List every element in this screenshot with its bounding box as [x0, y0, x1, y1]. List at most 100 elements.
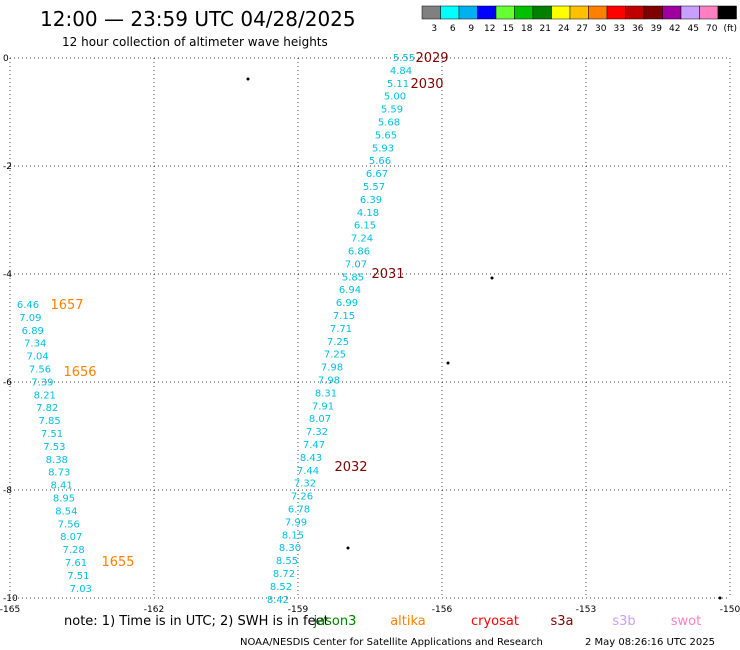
swh-data-label: 7.25: [327, 337, 349, 348]
swh-data-label: 7.51: [67, 571, 89, 582]
swh-data-label: 5.57: [363, 182, 385, 193]
swh-data-label: 6.15: [354, 221, 376, 232]
swh-data-label: 7.47: [303, 440, 325, 451]
time-label: 2031: [371, 267, 404, 282]
island-marker: [246, 77, 250, 81]
colorbar: 3 6 9 12 15 18 21 24 27 30 33 36 39 42 45 70 (ft): [421, 5, 737, 34]
plot-area: -165 -162 -159 -156 -153 -150 0 -2 -4 -6 -8 -10 5.55…: [0, 51, 740, 615]
colorbar-swatch: [717, 5, 737, 20]
swh-data-label: 6.46: [17, 300, 39, 311]
swh-data-label: 5.00: [384, 92, 406, 103]
colorbar-label: 45: [688, 24, 699, 34]
island-marker: [490, 276, 494, 280]
swh-data-label: 7.71: [330, 324, 352, 335]
swh-data-label: 7.32: [306, 427, 328, 438]
colorbar-swatch: [625, 5, 645, 20]
swh-data-label: 7.09: [19, 313, 41, 324]
time-label: 1656: [63, 365, 96, 380]
colorbar-label: 42: [669, 24, 680, 34]
colorbar-swatch: [662, 5, 682, 20]
colorbar-swatch: [514, 5, 534, 20]
chart-title: 12:00 — 23:59 UTC 04/28/2025: [40, 7, 356, 31]
swh-data-label: 8.41: [50, 481, 72, 492]
x-tick-label: -159: [288, 605, 309, 615]
swh-data-label: 7.99: [285, 517, 307, 528]
colorbar-label: 6: [450, 24, 456, 34]
satellite-legend-item: altika: [390, 614, 426, 629]
colorbar-label: 12: [484, 24, 495, 34]
island-marker: [718, 596, 722, 600]
swh-data-label: 7.03: [70, 584, 92, 595]
swh-data-label: 6.67: [366, 169, 388, 180]
colorbar-swatch: [458, 5, 478, 20]
swh-data-label: 8.21: [34, 390, 56, 401]
swh-data-label: 5.85: [342, 272, 364, 283]
time-label: 2029: [415, 51, 448, 66]
swh-data-label: 8.15: [282, 530, 304, 541]
colorbar-label: 36: [632, 24, 644, 34]
swh-data-label: 7.61: [65, 558, 87, 569]
swh-data-label: 7.25: [324, 350, 346, 361]
swh-data-label: 8.31: [315, 388, 337, 399]
colorbar-label: 30: [595, 24, 607, 34]
x-tick-label: -156: [432, 605, 453, 615]
x-tick-label: -162: [144, 605, 164, 615]
swh-data-label: 8.54: [55, 506, 77, 517]
swh-data-label: 5.68: [378, 118, 400, 129]
swh-data-label: 8.73: [48, 468, 70, 479]
colorbar-swatch: [495, 5, 515, 20]
swh-data-label: 7.26: [291, 492, 313, 503]
swh-data-label: 5.55: [393, 53, 415, 64]
swh-data-label: 7.44: [297, 466, 319, 477]
swh-data-label: 7.98: [318, 376, 340, 387]
swh-data-label: 7.24: [351, 234, 373, 245]
colorbar-label: 18: [521, 24, 533, 34]
swh-data-label: 4.84: [390, 66, 412, 77]
swh-data-label: 6.39: [360, 195, 382, 206]
swh-data-label: 7.56: [29, 365, 51, 376]
chart-subtitle: 12 hour collection of altimeter wave hei…: [62, 35, 328, 49]
colorbar-swatch: [643, 5, 663, 20]
x-tick-label: -153: [576, 605, 596, 615]
satellite-legend-item: s3b: [612, 614, 635, 629]
colorbar-label: 9: [468, 24, 474, 34]
y-tick-label: -4: [3, 270, 12, 280]
swh-data-label: 6.99: [336, 298, 358, 309]
footer-note: note: 1) Time is in UTC; 2) SWH is in fe…: [64, 614, 329, 629]
swh-data-label: 7.39: [31, 377, 53, 388]
time-label: 2032: [334, 460, 367, 475]
timestamp-text: 2 May 08:26:16 UTC 2025: [585, 637, 715, 648]
colorbar-swatch: [569, 5, 589, 20]
swh-data-label: 7.56: [58, 519, 80, 530]
y-tick-label: -8: [3, 486, 12, 496]
y-tick-label: -2: [3, 162, 12, 172]
swh-data-label: 7.51: [41, 429, 63, 440]
colorbar-swatch: [680, 5, 700, 20]
swh-data-label: 7.98: [321, 363, 343, 374]
swh-data-label: 5.11: [387, 79, 409, 90]
swh-data-label: 5.66: [369, 156, 391, 167]
satellite-legend-item: s3a: [550, 614, 573, 629]
y-tick-label: -10: [3, 594, 18, 604]
time-label: 2030: [410, 77, 443, 92]
swh-data-label: 7.15: [333, 311, 355, 322]
satellite-legend: jason3 altika cryosat s3a s3b swot: [313, 614, 702, 629]
swh-data-label: 5.93: [372, 143, 394, 154]
y-tick-label: 0: [3, 54, 9, 64]
swh-data-label: 8.42: [267, 595, 289, 606]
swh-data-label: 4.18: [357, 208, 379, 219]
satellite-legend-item: cryosat: [471, 614, 519, 629]
swh-data-label: 7.34: [24, 339, 46, 350]
swh-data-label: 7.28: [62, 545, 84, 556]
swh-data-label: 7.07: [345, 259, 367, 270]
swh-data-label: 8.52: [270, 582, 292, 593]
swh-data-label: 5.65: [375, 130, 397, 141]
colorbar-swatch: [606, 5, 626, 20]
swh-data-label: 8.72: [273, 569, 295, 580]
swh-data-label: 6.89: [22, 326, 44, 337]
colorbar-label: 3: [431, 24, 437, 34]
swh-data-label: 5.59: [381, 105, 403, 116]
satellite-legend-item: swot: [671, 614, 701, 629]
y-tick-label: -6: [3, 378, 12, 388]
